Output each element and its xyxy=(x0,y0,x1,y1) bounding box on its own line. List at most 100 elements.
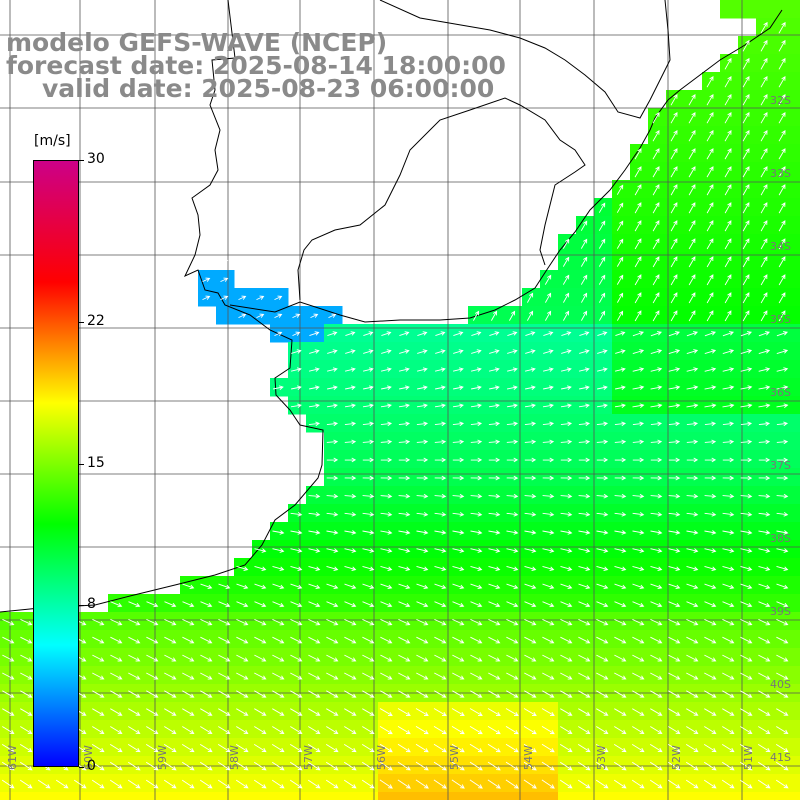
wind-speed-cell xyxy=(540,378,559,397)
wind-arrow xyxy=(325,744,339,753)
wind-speed-cell xyxy=(558,576,577,595)
wind-speed-cell xyxy=(450,594,469,613)
wind-arrow xyxy=(344,511,357,517)
wind-arrow xyxy=(614,403,626,408)
graticule-labels: 61W 60W 59W 58W 57W 56W 55W 54W 53W 52W 51W32S33S3… xyxy=(6,94,791,770)
wind-speed-cell xyxy=(414,468,433,487)
wind-speed-cell xyxy=(468,774,487,793)
wind-speed-cell xyxy=(576,774,595,793)
wind-speed-cell xyxy=(666,90,685,109)
wind-speed-cell xyxy=(144,702,163,721)
wind-speed-cell xyxy=(216,612,235,631)
wind-speed-cell xyxy=(486,666,505,685)
wind-arrow xyxy=(362,726,375,734)
wind-arrow xyxy=(776,475,789,481)
wind-speed-cell xyxy=(738,774,757,793)
wind-arrow xyxy=(632,601,645,608)
wind-arrow xyxy=(434,548,447,553)
wind-speed-cell xyxy=(774,216,793,235)
wind-speed-cell xyxy=(342,702,361,721)
wind-arrow xyxy=(380,367,392,372)
wind-arrow xyxy=(507,385,518,390)
wind-arrow xyxy=(344,493,357,499)
wind-arrow xyxy=(542,511,555,517)
wind-arrow xyxy=(470,548,483,553)
wind-arrow xyxy=(471,331,482,337)
wind-speed-cell xyxy=(306,486,325,505)
wind-speed-cell xyxy=(198,666,217,685)
wind-speed-cell xyxy=(324,738,343,757)
wind-speed-cell xyxy=(738,144,757,163)
wind-arrow xyxy=(740,493,753,499)
wind-speed-cell xyxy=(612,594,631,613)
wind-arrows xyxy=(1,21,789,789)
wind-arrow xyxy=(614,493,627,499)
wind-arrow xyxy=(599,292,606,303)
wind-arrow xyxy=(668,708,681,716)
wind-speed-cell xyxy=(666,468,685,487)
wind-speed-cell xyxy=(666,594,685,613)
wind-speed-cell xyxy=(324,414,343,433)
wind-speed-cell xyxy=(342,594,361,613)
wind-arrow xyxy=(650,439,663,445)
wind-arrow xyxy=(254,726,267,734)
wind-arrow xyxy=(238,295,247,301)
wind-arrow xyxy=(524,583,537,590)
wind-speed-cell xyxy=(576,720,595,739)
wind-speed-cell xyxy=(648,144,667,163)
wind-speed-cell xyxy=(162,720,181,739)
wind-speed-cell xyxy=(774,180,793,199)
wind-arrow xyxy=(579,331,590,337)
wind-speed-cell xyxy=(630,270,649,289)
wind-speed-cell xyxy=(756,414,775,433)
wind-speed-cell xyxy=(576,306,595,325)
wind-arrow xyxy=(686,618,699,626)
longitude-label: 54W xyxy=(522,745,535,770)
border-uruguay xyxy=(297,97,586,301)
wind-arrow xyxy=(740,385,753,390)
wind-arrow xyxy=(345,349,356,354)
wind-arrow xyxy=(704,672,717,680)
wind-speed-cell xyxy=(504,792,523,800)
wind-arrow xyxy=(578,493,591,499)
wind-speed-cell xyxy=(594,486,613,505)
wind-speed-cell xyxy=(270,738,289,757)
wind-speed-cell xyxy=(702,522,721,541)
wind-speed-cell xyxy=(396,774,415,793)
wind-arrow xyxy=(542,601,555,608)
wind-arrow xyxy=(506,493,519,499)
wind-speed-cell xyxy=(630,486,649,505)
wind-speed-cell xyxy=(144,612,163,631)
wind-speed-cell xyxy=(414,594,433,613)
wind-arrow xyxy=(668,331,680,337)
longitude-label: 61W xyxy=(6,745,19,770)
wind-arrow xyxy=(722,403,735,408)
wind-arrow xyxy=(778,202,786,214)
wind-arrow xyxy=(670,184,678,196)
wind-arrow xyxy=(560,511,573,517)
wind-arrow xyxy=(688,292,696,304)
wind-speed-cell xyxy=(684,288,703,307)
wind-speed-cell xyxy=(558,558,577,577)
wind-speed-cell xyxy=(558,396,577,415)
wind-speed-cell xyxy=(414,648,433,667)
wind-arrow xyxy=(362,403,374,408)
wind-speed-cell xyxy=(252,612,271,631)
wind-arrow xyxy=(308,672,321,680)
wind-arrow xyxy=(776,601,789,608)
wind-arrow xyxy=(686,654,699,662)
wind-arrow xyxy=(614,618,627,626)
wind-arrow xyxy=(55,779,69,789)
wind-arrow xyxy=(776,385,789,390)
wind-speed-cell xyxy=(0,774,19,793)
wind-arrow xyxy=(92,618,105,626)
wind-speed-cell xyxy=(594,558,613,577)
wind-speed-cell xyxy=(162,666,181,685)
wind-speed-cell xyxy=(648,288,667,307)
wind-speed-cell xyxy=(522,666,541,685)
wind-arrow xyxy=(2,690,15,698)
colorbar xyxy=(33,160,79,767)
wind-arrow xyxy=(363,349,374,354)
wind-arrow xyxy=(650,530,663,535)
wind-speed-cell xyxy=(0,612,19,631)
